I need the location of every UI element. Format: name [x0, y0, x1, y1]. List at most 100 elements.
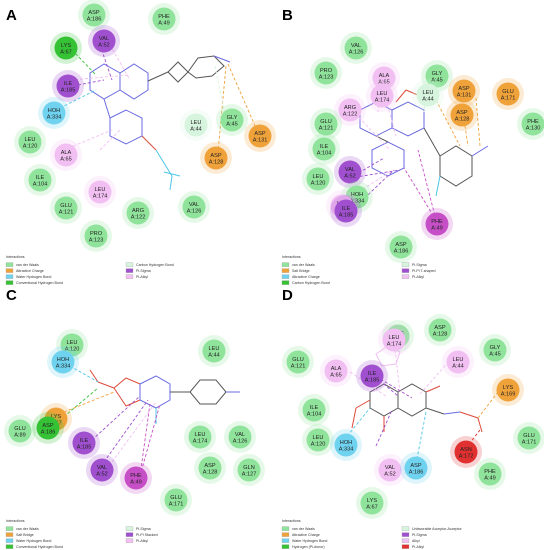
- residue-name: GLU: [60, 203, 72, 209]
- residue-name: ASP: [254, 131, 265, 137]
- residue-name: GLU: [502, 89, 514, 95]
- residue-number: A:128: [433, 332, 448, 338]
- panel-b: B: [281, 7, 544, 285]
- legend-swatch: [5, 538, 14, 543]
- legend-item: Attractive Charge: [5, 268, 44, 273]
- residue-name: HOH: [57, 357, 69, 363]
- legend-swatch: [281, 526, 290, 531]
- legend-label: Pi-Alkyl: [412, 545, 424, 549]
- residue-number: A:186: [87, 17, 102, 23]
- residue-name: ILE: [36, 175, 45, 181]
- legend-item: van der Waals: [281, 526, 315, 531]
- legend-label: van der Waals: [16, 527, 39, 531]
- legend-item: Water Hydrogen Bond: [281, 538, 327, 543]
- residue-number: A:186: [394, 249, 409, 255]
- residue-name: GLY: [432, 71, 443, 77]
- residue-circle: [454, 440, 478, 464]
- residue-circle: [152, 7, 176, 31]
- residue-circle: [248, 124, 272, 148]
- residue-name: ALA: [331, 366, 342, 372]
- residue-name: HOH: [48, 108, 60, 114]
- panel-c-residues: LEUA:120LEUA:44HOHA:334LYSA:67GLUA:89ASP…: [4, 329, 265, 516]
- residue-number: A:67: [366, 505, 378, 511]
- residue-circle: [416, 83, 440, 107]
- residue-circle: [82, 3, 106, 27]
- residue-number: A:104: [317, 151, 332, 157]
- residue-number: A:174: [193, 439, 208, 445]
- panel-d-letter: D: [282, 287, 293, 304]
- legend-swatch: [281, 274, 290, 279]
- legend-label: van der Waals: [292, 263, 315, 267]
- residue-name: ARG: [344, 105, 356, 111]
- panel-d: D: [281, 287, 544, 549]
- residue-circle: [425, 212, 449, 236]
- residue-number: A:122: [131, 215, 146, 221]
- residue-number: A:128: [209, 160, 224, 166]
- residue-circle: [124, 466, 148, 490]
- legend-item: Pi-Alkyl: [401, 544, 424, 549]
- residue-circle: [521, 112, 544, 136]
- legend-swatch: [125, 274, 134, 279]
- legend-item: van der Waals: [281, 262, 315, 267]
- residue-circle: [42, 101, 66, 125]
- panel-b-letter: B: [282, 7, 293, 24]
- legend-swatch: [5, 280, 14, 285]
- residue-number: A:185: [339, 213, 354, 219]
- residue-circle: [338, 98, 362, 122]
- residue-circle: [237, 458, 261, 482]
- legend-item: Salt Bridge: [5, 532, 34, 537]
- residue-circle: [164, 488, 188, 512]
- residue-name: LEU: [209, 346, 220, 352]
- residue-name: VAL: [97, 465, 107, 471]
- residue-circle: [36, 416, 60, 440]
- residue-name: ILE: [310, 405, 319, 411]
- legend-item: Attractive Charge: [281, 274, 320, 279]
- residue-number: A:44: [208, 353, 220, 359]
- residue-number: A:67: [60, 50, 72, 56]
- residue-circle: [496, 82, 520, 106]
- residue-circle: [360, 491, 384, 515]
- legend-label: Unfavorable Acceptor-Acceptor: [412, 527, 463, 531]
- legend-label: Pi-Sigma: [412, 263, 427, 267]
- residue-number: A:121: [59, 210, 74, 216]
- residue-name: GLU: [292, 357, 304, 363]
- residue-number: A:44: [190, 127, 202, 133]
- residue-number: A:174: [387, 342, 402, 348]
- residue-number: A:334: [47, 115, 62, 121]
- legend-swatch: [401, 538, 410, 543]
- residue-number: A:185: [77, 445, 92, 451]
- legend-swatch: [281, 544, 290, 549]
- residue-number: A:334: [350, 199, 365, 205]
- legend-swatch: [5, 544, 14, 549]
- legend-item: Conventional Hydrogen Bond: [5, 544, 63, 549]
- legend-item: Pi-Sigma: [401, 532, 427, 537]
- residue-circle: [334, 199, 358, 223]
- legend-item: Attractive Charge: [281, 532, 320, 537]
- residue-circle: [184, 113, 208, 137]
- residue-name: ALA: [61, 150, 72, 156]
- legend-label: Carbon Hydrogen Bond: [292, 281, 330, 285]
- legend-swatch: [401, 262, 410, 267]
- residue-number: A:174: [93, 194, 108, 200]
- legend-item: Carbon Hydrogen Bond: [281, 280, 330, 285]
- legend-label: Alkyl: [412, 539, 420, 543]
- residue-circle: [378, 458, 402, 482]
- legend-label: Attractive Charge: [292, 533, 320, 537]
- residue-number: A:127: [242, 472, 257, 478]
